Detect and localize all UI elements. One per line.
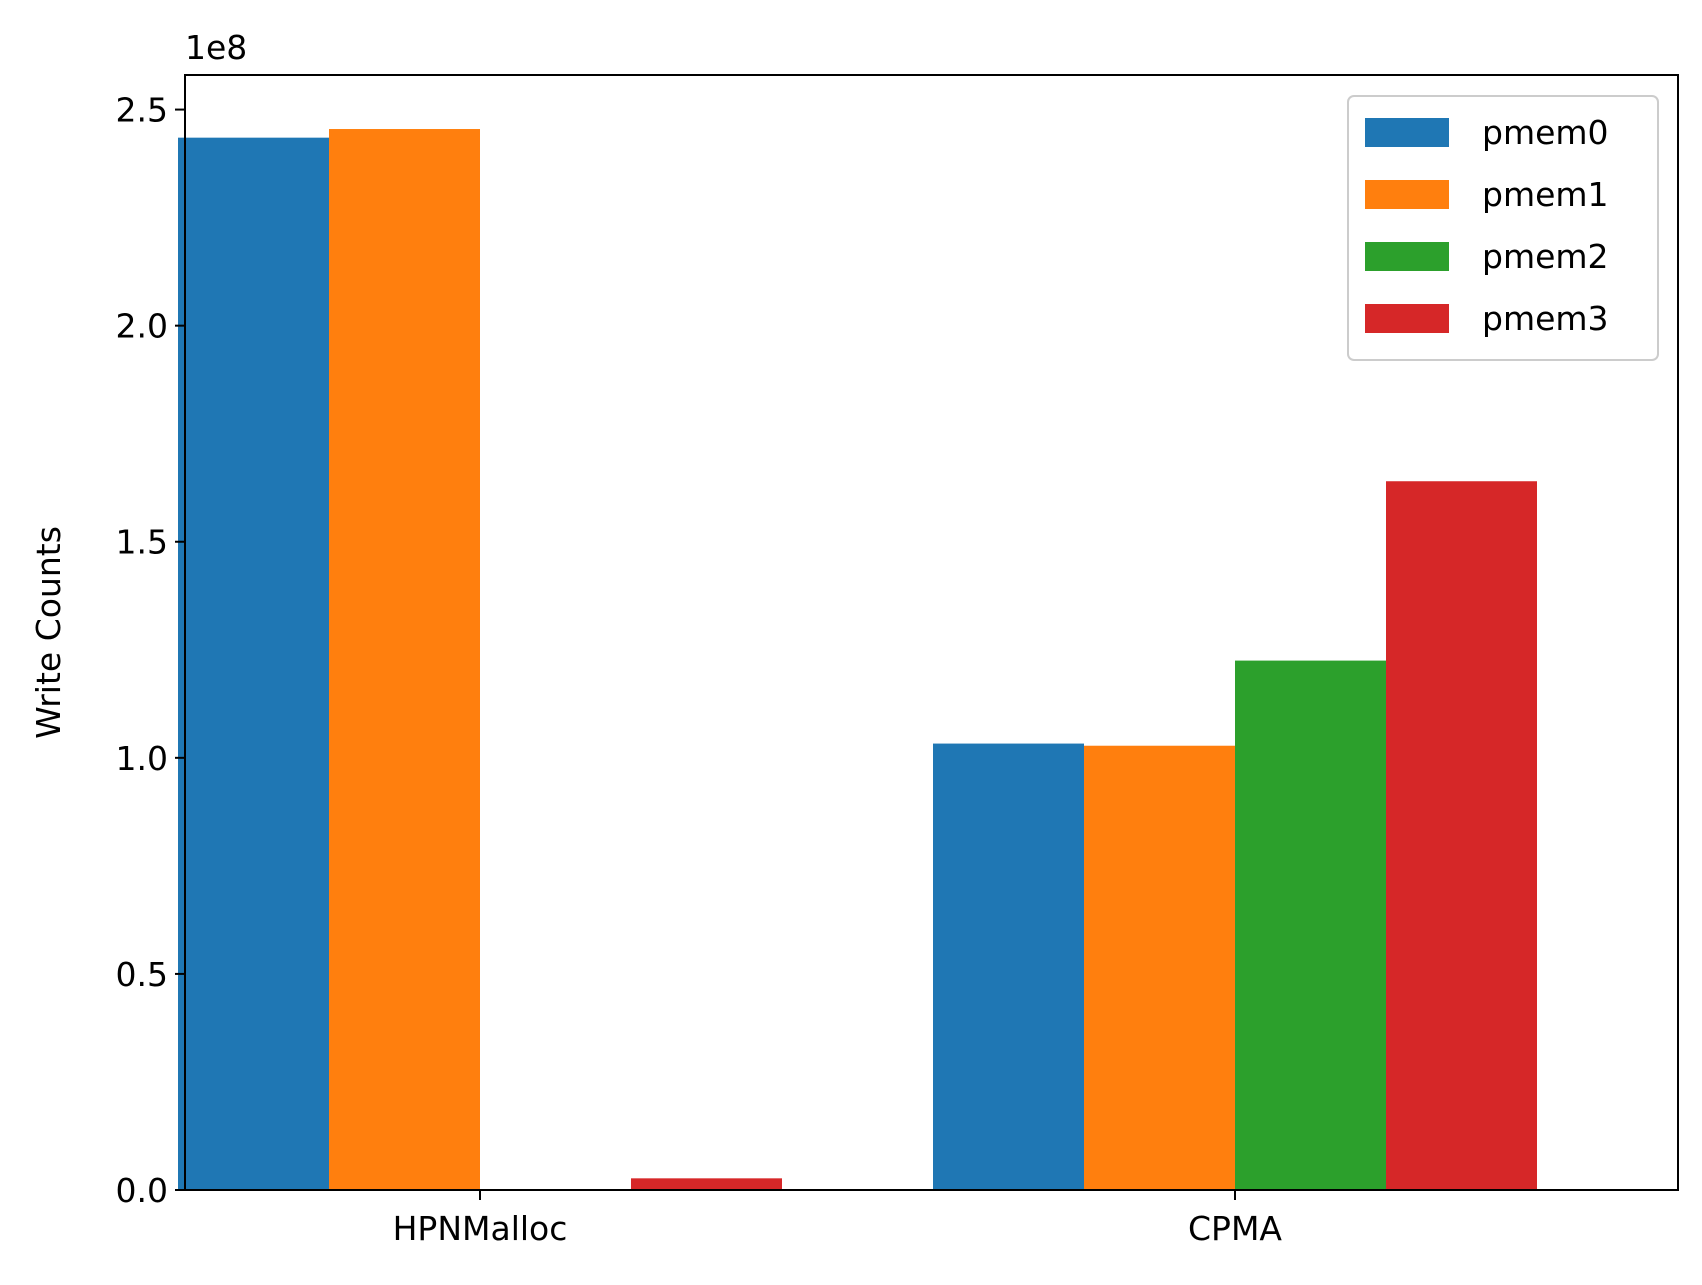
bar-pmem1-CPMA <box>1084 745 1235 1190</box>
x-tick-label: HPNMalloc <box>393 1209 568 1248</box>
y-tick-label: 2.0 <box>116 307 168 346</box>
y-tick-label: 2.5 <box>116 91 168 130</box>
y-axis: 0.0 0.5 1.0 1.5 2.0 2.5 <box>116 91 185 1210</box>
y-offset-label: 1e8 <box>185 28 247 67</box>
bar-pmem1-HPNMalloc <box>329 129 480 1190</box>
y-tick-label: 0.5 <box>116 955 168 994</box>
y-tick-label: 1.0 <box>116 739 168 778</box>
bars-group <box>178 129 1537 1190</box>
x-axis: HPNMalloc CPMA <box>393 1190 1282 1248</box>
legend: pmem0 pmem1 pmem2 pmem3 <box>1347 95 1659 361</box>
legend-label-pmem0: pmem0 <box>1482 113 1609 152</box>
legend-label-pmem3: pmem3 <box>1482 299 1609 338</box>
y-tick-label: 0.0 <box>116 1171 168 1210</box>
y-tick-label: 1.5 <box>116 523 168 562</box>
legend-label-pmem1: pmem1 <box>1482 175 1609 214</box>
legend-swatch-pmem1 <box>1365 180 1449 209</box>
x-tick-label: CPMA <box>1188 1209 1282 1248</box>
bar-pmem0-HPNMalloc <box>178 137 329 1190</box>
bar-pmem2-CPMA <box>1235 660 1386 1190</box>
plot-frame <box>184 74 1679 1191</box>
y-axis-label: Write Counts <box>29 526 68 739</box>
legend-swatch-pmem2 <box>1365 242 1449 271</box>
legend-label-pmem2: pmem2 <box>1482 237 1609 276</box>
bar-pmem3-CPMA <box>1386 481 1537 1190</box>
legend-box <box>1347 95 1659 361</box>
bar-pmem0-CPMA <box>933 743 1084 1190</box>
bar-pmem3-HPNMalloc <box>631 1178 782 1190</box>
legend-swatch-pmem0 <box>1365 118 1449 147</box>
legend-swatch-pmem3 <box>1365 304 1449 333</box>
